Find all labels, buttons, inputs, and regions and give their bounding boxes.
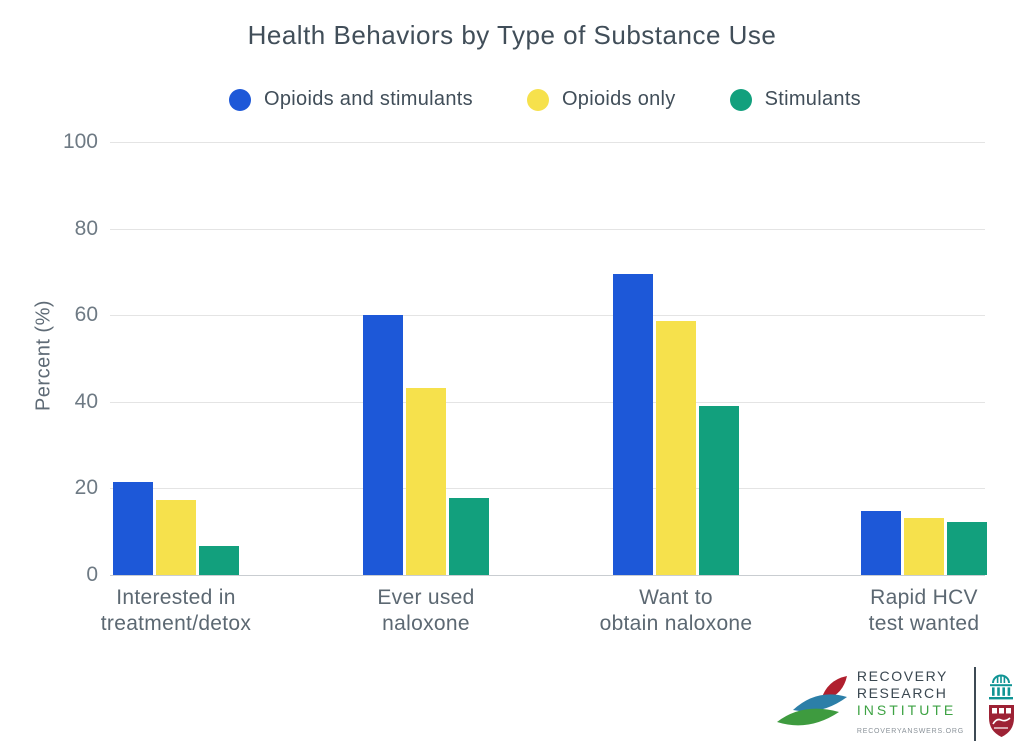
x-axis-category-label: Rapid HCV test wanted [804,585,1024,637]
bar-want-to-obtain-naloxone-opioids-only [656,320,696,575]
gridline-60 [110,315,985,317]
logo-text-block: RECOVERY RESEARCH INSTITUTE RECOVERYANSW… [857,668,964,740]
legend-item-opioids-and-stimulants: Opioids and stimulants [229,88,473,111]
logo-line-recovery: RECOVERY [856,668,948,684]
bar-want-to-obtain-naloxone-stimulants [699,405,739,575]
mgh-building-icon [989,674,1013,699]
y-axis-tick-100: 100 [62,130,98,153]
legend-label: Opioids and stimulants [264,88,473,110]
logo-url: RECOVERYANSWERS.ORG [856,728,964,735]
gridline-20 [110,488,985,490]
harvard-shield-icon [988,704,1014,737]
legend-item-opioids-only: Opioids only [526,88,676,111]
bar-want-to-obtain-naloxone-opioids-and-stimulants [613,273,653,575]
x-axis-category-line: Want to [639,586,713,609]
gridline-100 [110,142,985,143]
x-axis-category-line: treatment/detox [100,612,252,635]
x-axis-category-label: Want to obtain naloxone [556,585,796,637]
x-axis-category-line: test wanted [868,612,980,635]
gridline-0 [110,575,985,576]
y-axis-tick-60: 60 [74,303,98,327]
y-axis-tick-20: 20 [74,476,98,500]
logo-emblems [986,671,1016,738]
y-axis-tick-80: 80 [74,216,98,240]
bar-rapid-hcv-test-wanted-opioids-and-stimulants [861,510,901,575]
legend-label: Opioids only [561,88,676,110]
bar-rapid-hcv-test-wanted-opioids-only [904,517,944,575]
bar-ever-used-naloxone-stimulants [449,497,489,575]
bar-ever-used-naloxone-opioids-and-stimulants [363,315,403,575]
legend-dot-icon [729,88,752,111]
bar-ever-used-naloxone-opioids-only [406,387,446,575]
x-axis-category-line: Interested in [116,586,236,609]
chart-legend: Opioids and stimulants Opioids only Stimul… [33,88,1024,111]
x-axis-category-line: naloxone [382,612,470,635]
bar-rapid-hcv-test-wanted-stimulants [947,521,987,575]
bar-interested-in-treatment-detox-opioids-and-stimulants [113,481,153,575]
x-axis-category-label: Ever used naloxone [306,585,546,637]
x-axis-category-label: Interested in treatment/detox [56,585,296,637]
y-axis-tick-40: 40 [74,389,98,413]
chart-title: Health Behaviors by Type of Substance Us… [247,20,777,50]
recovery-research-institute-logo: RECOVERY RESEARCH INSTITUTE RECOVERYANSW… [776,662,1016,746]
bar-interested-in-treatment-detox-opioids-only [156,499,196,575]
plot-area: 0 20 40 60 80 100 Interested in treatment/detox… [63,130,987,635]
bar-interested-in-treatment-detox-stimulants [199,545,239,575]
x-axis-category-line: Rapid HCV [870,586,978,609]
x-axis-category-line: Ever used [377,586,475,609]
gridline-40 [110,401,985,403]
y-axis-tick-0: 0 [86,563,98,586]
logo-line-institute: INSTITUTE [856,702,957,718]
logo-divider [974,667,976,741]
legend-item-stimulants: Stimulants [729,88,861,111]
legend-dot-icon [526,88,549,111]
x-axis-category-line: obtain naloxone [599,612,753,635]
leaves-logo-icon [776,676,847,726]
legend-label: Stimulants [764,88,861,110]
logo-line-research: RESEARCH [856,685,948,701]
legend-dot-icon [229,88,251,111]
gridline-80 [110,228,985,230]
